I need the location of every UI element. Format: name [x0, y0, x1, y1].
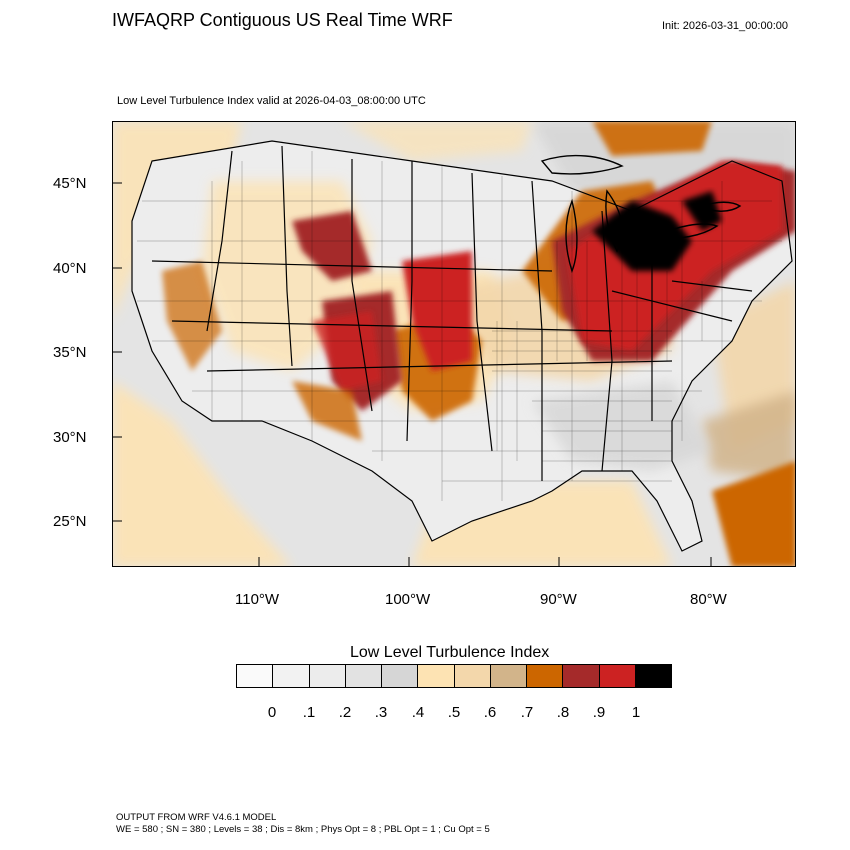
model-info-line-2: WE = 580 ; SN = 380 ; Levels = 38 ; Dis …	[116, 824, 490, 835]
lon-label-80: 80°W	[690, 591, 727, 608]
colorbar-tick-label: .7	[520, 704, 534, 721]
colorbar-tick-label: .9	[592, 704, 606, 721]
lat-label-30: 30°N	[53, 429, 87, 446]
model-info-line-1: OUTPUT FROM WRF V4.6.1 MODEL	[116, 812, 277, 823]
main-title: IWFAQRP Contiguous US Real Time WRF	[112, 10, 453, 30]
lat-label-40: 40°N	[53, 260, 87, 277]
colorbar-tick-label: .3	[374, 704, 388, 721]
map-svg	[112, 121, 796, 567]
colorbar	[236, 664, 672, 688]
colorbar-tick-label: .2	[338, 704, 352, 721]
graticule-ticks	[112, 182, 712, 567]
turbulence-fields	[162, 161, 796, 471]
colorbar-tick-label: .6	[483, 704, 497, 721]
lon-label-110: 110°W	[235, 591, 280, 608]
colorbar-tick-label: 1	[631, 704, 641, 721]
county-lines	[137, 151, 782, 501]
init-time-label: Init: 2026-03-31_00:00:00	[662, 20, 788, 32]
colorbar-swatch	[382, 665, 419, 687]
legend-title: Low Level Turbulence Index	[350, 644, 550, 661]
colorbar-swatch	[418, 665, 455, 687]
colorbar-tick-label: .5	[447, 704, 461, 721]
colorbar-swatch	[527, 665, 564, 687]
map-panel	[112, 121, 796, 567]
colorbar-swatch	[273, 665, 310, 687]
colorbar-tick-label: .8	[556, 704, 570, 721]
lon-label-100: 100°W	[385, 591, 431, 608]
lat-label-35: 35°N	[53, 344, 87, 361]
lat-label-45: 45°N	[53, 175, 87, 192]
colorbar-tick-label: .1	[302, 704, 316, 721]
great-lakes	[540, 154, 742, 274]
colorbar-swatch	[599, 665, 636, 687]
map-frame	[112, 121, 796, 567]
colorbar-swatch	[454, 665, 491, 687]
lat-label-25: 25°N	[53, 513, 87, 530]
colorbar-swatch	[490, 665, 527, 687]
colorbar-swatch	[345, 665, 382, 687]
valid-time-label: Low Level Turbulence Index valid at 2026…	[117, 95, 426, 107]
colorbar-swatch	[563, 665, 600, 687]
colorbar-tick-label: .4	[411, 704, 425, 721]
lon-label-90: 90°W	[540, 591, 577, 608]
colorbar-swatch	[309, 665, 346, 687]
colorbar-swatch	[237, 665, 274, 687]
colorbar-swatch	[635, 665, 671, 687]
colorbar-tick-label: 0	[267, 704, 277, 721]
